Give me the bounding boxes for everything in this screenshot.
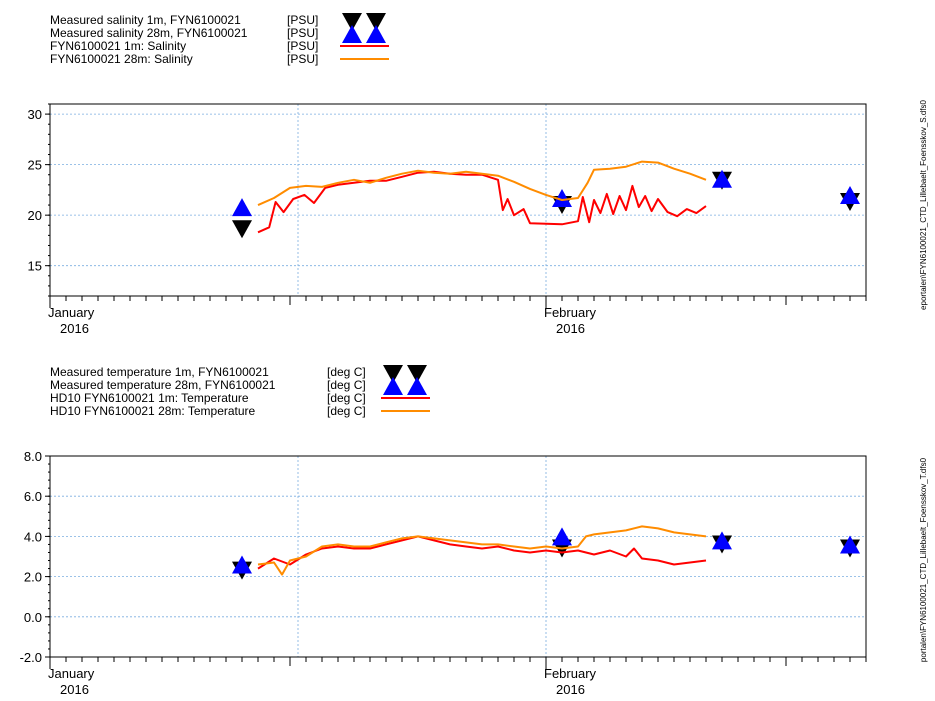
legend-marker-swatch bbox=[342, 13, 362, 31]
side-file-label: eportalen\FYN6100021_CTD_Lillebaelt_Foen… bbox=[919, 99, 928, 309]
legend-unit: [PSU] bbox=[287, 13, 318, 27]
legend-unit: [PSU] bbox=[287, 52, 318, 66]
x-tick-label-year: 2016 bbox=[60, 682, 89, 697]
data-point-marker bbox=[840, 185, 860, 204]
series-line bbox=[257, 525, 707, 576]
legend-unit: [PSU] bbox=[287, 26, 318, 40]
x-tick-label-year: 2016 bbox=[556, 682, 585, 697]
data-point-marker bbox=[840, 535, 860, 554]
legend-marker-swatch bbox=[366, 25, 386, 43]
legend-unit: [deg C] bbox=[327, 378, 366, 392]
series-hd10-fyn6100021-1m-temperature bbox=[257, 535, 707, 570]
legend-label: Measured salinity 28m, FYN6100021 bbox=[50, 26, 248, 40]
legend-label: FYN6100021 1m: Salinity bbox=[50, 39, 186, 53]
data-point-marker bbox=[232, 555, 252, 574]
data-point-marker bbox=[552, 188, 572, 207]
series-line bbox=[257, 535, 707, 570]
data-point-marker bbox=[232, 220, 252, 239]
legend: Measured salinity 1m, FYN6100021 [PSU] Mea… bbox=[50, 13, 389, 66]
y-tick-label: 0.0 bbox=[24, 610, 42, 625]
x-tick-label-month: February bbox=[544, 305, 597, 320]
y-tick-label: -2.0 bbox=[20, 650, 42, 665]
legend: Measured temperature 1m, FYN6100021 [deg … bbox=[50, 365, 430, 418]
legend-label: Measured temperature 1m, FYN6100021 bbox=[50, 365, 269, 379]
legend-label: HD10 FYN6100021 1m: Temperature bbox=[50, 391, 249, 405]
legend-marker-swatch bbox=[407, 365, 427, 383]
legend-unit: [deg C] bbox=[327, 391, 366, 405]
series-hd10-fyn6100021-28m-temperature bbox=[257, 525, 707, 576]
series-fyn6100021-1m-salinity bbox=[257, 170, 707, 234]
side-file-label: portalen\FYN6100021_CTD_Lillebaelt_Foens… bbox=[919, 457, 928, 662]
legend-unit: [deg C] bbox=[327, 404, 366, 418]
legend-unit: [PSU] bbox=[287, 39, 318, 53]
x-tick-label-month: February bbox=[544, 666, 597, 681]
legend-label: Measured temperature 28m, FYN6100021 bbox=[50, 378, 276, 392]
y-tick-label: 20 bbox=[28, 208, 42, 223]
legend-unit: [deg C] bbox=[327, 365, 366, 379]
x-tick-label-year: 2016 bbox=[60, 321, 89, 336]
series-fyn6100021-28m-salinity bbox=[257, 160, 707, 207]
x-tick-label-month: January bbox=[48, 305, 95, 320]
x-tick-label-month: January bbox=[48, 666, 95, 681]
chart-2: Measured temperature 1m, FYN6100021 [deg … bbox=[20, 365, 928, 697]
legend-label: Measured salinity 1m, FYN6100021 bbox=[50, 13, 241, 27]
plot-frame bbox=[49, 455, 867, 658]
legend-marker-swatch bbox=[383, 377, 403, 395]
y-tick-label: 8.0 bbox=[24, 449, 42, 464]
legend-marker-swatch bbox=[407, 377, 427, 395]
data-point-marker bbox=[232, 198, 252, 217]
y-tick-label: 2.0 bbox=[24, 570, 42, 585]
legend-label: FYN6100021 28m: Salinity bbox=[50, 52, 193, 66]
legend-label: HD10 FYN6100021 28m: Temperature bbox=[50, 404, 256, 418]
legend-marker-swatch bbox=[366, 13, 386, 31]
series-line bbox=[257, 160, 707, 207]
chart-1: Measured salinity 1m, FYN6100021 [PSU] Mea… bbox=[28, 13, 928, 336]
legend-marker-swatch bbox=[342, 25, 362, 43]
x-tick-label-year: 2016 bbox=[556, 321, 585, 336]
y-tick-label: 25 bbox=[28, 158, 42, 173]
y-tick-label: 6.0 bbox=[24, 489, 42, 504]
y-tick-label: 30 bbox=[28, 107, 42, 122]
y-tick-label: 4.0 bbox=[24, 529, 42, 544]
y-tick-label: 15 bbox=[28, 259, 42, 274]
legend-marker-swatch bbox=[383, 365, 403, 383]
series-measured-salinity-28m-fyn6100021 bbox=[232, 169, 860, 217]
series-line bbox=[257, 170, 707, 234]
data-point-marker bbox=[712, 169, 732, 188]
data-point-marker bbox=[712, 531, 732, 550]
data-point-marker bbox=[552, 527, 572, 546]
series-measured-temperature-28m-fyn6100021 bbox=[232, 527, 860, 574]
plot-frame bbox=[49, 103, 867, 297]
